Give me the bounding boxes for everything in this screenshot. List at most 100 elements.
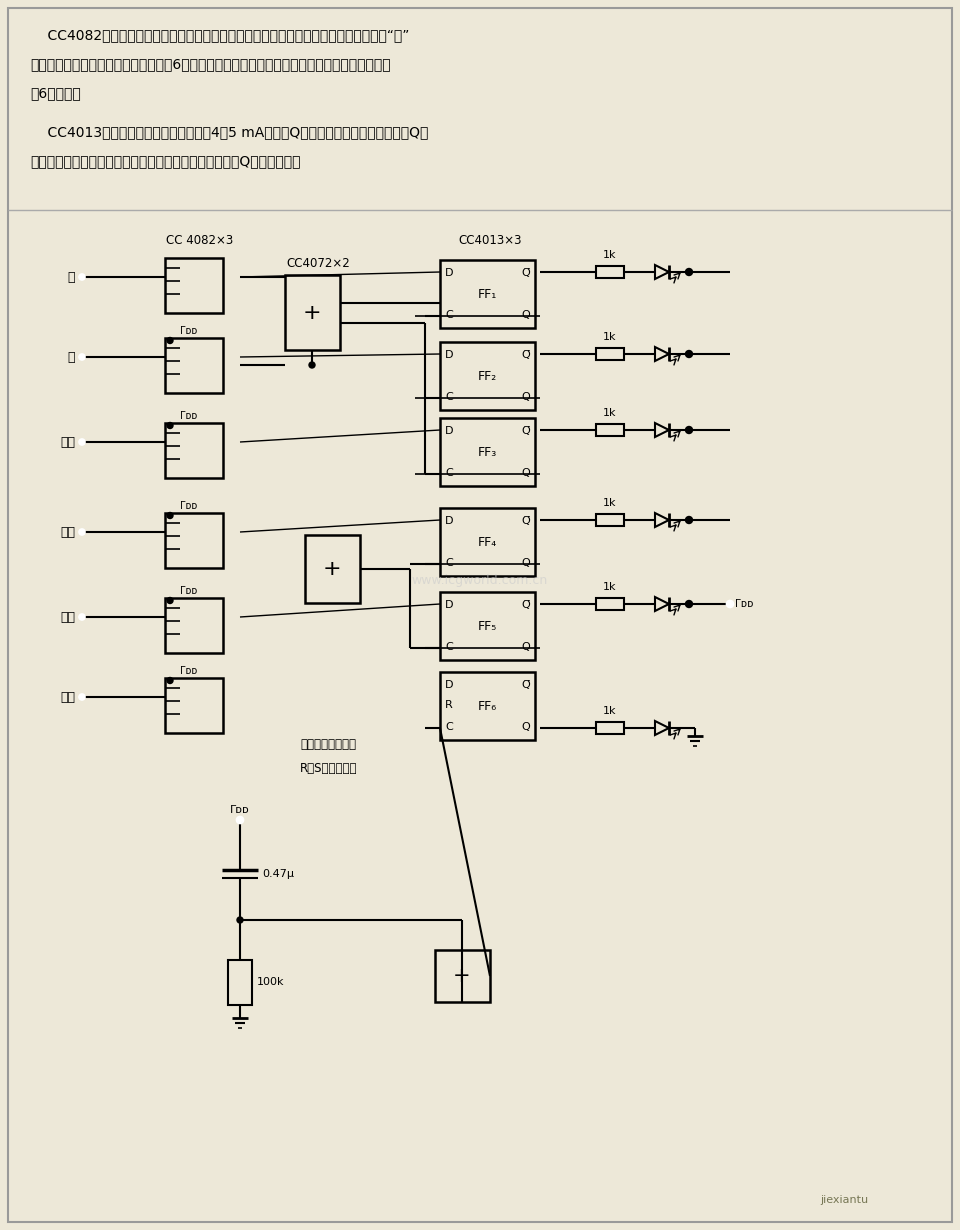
Text: 录: 录 [67, 271, 75, 283]
Text: R和S端全都接地: R和S端全都接地 [300, 763, 357, 775]
Bar [440, 672, 535, 740]
Text: D: D [445, 600, 453, 610]
Bar [440, 418, 535, 486]
Text: FF₆: FF₆ [478, 700, 497, 712]
Circle shape [685, 351, 692, 358]
Text: Q: Q [521, 467, 530, 478]
Circle shape [309, 362, 315, 368]
Bar [596, 348, 624, 360]
Text: C: C [445, 467, 453, 478]
Circle shape [685, 268, 692, 276]
Text: D: D [445, 268, 453, 278]
Text: +: + [302, 303, 322, 322]
Text: Q: Q [521, 558, 530, 568]
Text: Q̅: Q̅ [521, 268, 530, 278]
Text: Γᴅᴅ: Γᴅᴅ [735, 599, 754, 609]
Circle shape [237, 918, 243, 922]
Text: 1k: 1k [603, 582, 616, 592]
Circle shape [167, 513, 173, 519]
Circle shape [79, 354, 85, 360]
Text: D: D [445, 426, 453, 435]
Circle shape [79, 439, 85, 445]
Text: Γᴅᴅ: Γᴅᴅ [180, 585, 197, 595]
Bar [596, 514, 624, 526]
Text: 0.47μ: 0.47μ [262, 870, 294, 879]
Circle shape [167, 598, 173, 604]
Circle shape [167, 678, 173, 684]
Text: FF₂: FF₂ [478, 369, 497, 383]
Text: Q̅: Q̅ [521, 351, 530, 360]
Text: jiexiantu: jiexiantu [820, 1196, 868, 1205]
Text: CC4082接成正反馈，与各功能开关配合，组成触发器保证输出电信号无抖动。后面的“或”: CC4082接成正反馈，与各功能开关配合，组成触发器保证输出电信号无抖动。后面的… [30, 28, 409, 42]
Text: Q: Q [521, 392, 530, 402]
Text: FF₄: FF₄ [478, 535, 497, 549]
Text: 门或触发器模拟录音机的工作逻辑，使6个发光二极管分别指示录、放、倒带、快进、停止、暂停: 门或触发器模拟录音机的工作逻辑，使6个发光二极管分别指示录、放、倒带、快进、停止… [30, 57, 391, 71]
Bar [165, 257, 223, 312]
Text: Q̅: Q̅ [521, 680, 530, 690]
Text: 停止: 停止 [60, 610, 75, 624]
Circle shape [79, 694, 85, 700]
Circle shape [167, 337, 173, 343]
Bar [440, 592, 535, 661]
Text: FF₃: FF₃ [478, 445, 497, 459]
Bar [305, 535, 360, 603]
Text: Q̅: Q̅ [521, 426, 530, 435]
Text: 1k: 1k [603, 408, 616, 418]
Text: 1k: 1k [603, 250, 616, 260]
Text: Q: Q [521, 642, 530, 652]
Circle shape [236, 817, 244, 824]
Text: Γᴅᴅ: Γᴅᴅ [230, 804, 250, 815]
Text: 倒带: 倒带 [60, 435, 75, 449]
Circle shape [167, 422, 173, 428]
Bar [165, 598, 223, 652]
Circle shape [685, 600, 692, 608]
Text: 和逻辑状态无关。如果过驱动时输出电压下降，也不影响Q端逻辑状态。: 和逻辑状态无关。如果过驱动时输出电压下降，也不影响Q端逻辑状态。 [30, 154, 300, 169]
Text: D: D [445, 517, 453, 526]
Text: Q̅: Q̅ [521, 517, 530, 526]
Text: 暂停: 暂停 [60, 690, 75, 704]
Text: C: C [445, 558, 453, 568]
Bar [165, 422, 223, 477]
Text: +: + [453, 966, 470, 986]
Text: 1k: 1k [603, 332, 616, 342]
Text: 这6个状态。: 这6个状态。 [30, 86, 81, 100]
Text: C: C [445, 642, 453, 652]
Bar [596, 266, 624, 278]
Text: R: R [445, 700, 453, 710]
Text: Γᴅᴅ: Γᴅᴅ [180, 501, 197, 510]
Bar [165, 337, 223, 392]
Text: 100k: 100k [257, 977, 284, 986]
Text: CC4013直接驱动发光二极管，限流为4～5 mA。选择Q端驱动发光二极管，其目的是Q端: CC4013直接驱动发光二极管，限流为4～5 mA。选择Q端驱动发光二极管，其目… [30, 125, 428, 139]
Text: C: C [445, 722, 453, 732]
Text: CC4013×3: CC4013×3 [458, 234, 521, 247]
Text: +: + [323, 558, 342, 579]
Text: FF₁: FF₁ [478, 288, 497, 300]
Text: FF₅: FF₅ [478, 620, 497, 632]
Text: 放: 放 [67, 351, 75, 364]
Text: C: C [445, 310, 453, 320]
Circle shape [685, 427, 692, 433]
Bar [596, 424, 624, 435]
Text: D: D [445, 680, 453, 690]
Text: 1k: 1k [603, 706, 616, 716]
Bar [285, 276, 340, 351]
Text: Γᴅᴅ: Γᴅᴅ [180, 326, 197, 336]
Bar [440, 508, 535, 576]
Text: Γᴅᴅ: Γᴅᴅ [180, 411, 197, 421]
Bar [165, 678, 223, 733]
Bar [228, 959, 252, 1005]
Bar [596, 722, 624, 734]
Text: 快进: 快进 [60, 525, 75, 539]
Text: www.icgworld.com.cn: www.icgworld.com.cn [412, 573, 548, 587]
Text: CC4072×2: CC4072×2 [286, 257, 349, 271]
Bar [440, 260, 535, 328]
Bar [165, 513, 223, 567]
Circle shape [685, 517, 692, 524]
Circle shape [79, 274, 85, 280]
Text: Q: Q [521, 722, 530, 732]
Text: Q̅: Q̅ [521, 600, 530, 610]
Text: 1k: 1k [603, 498, 616, 508]
Circle shape [79, 614, 85, 620]
Text: CC 4082×3: CC 4082×3 [166, 234, 233, 247]
Bar [435, 950, 490, 1002]
